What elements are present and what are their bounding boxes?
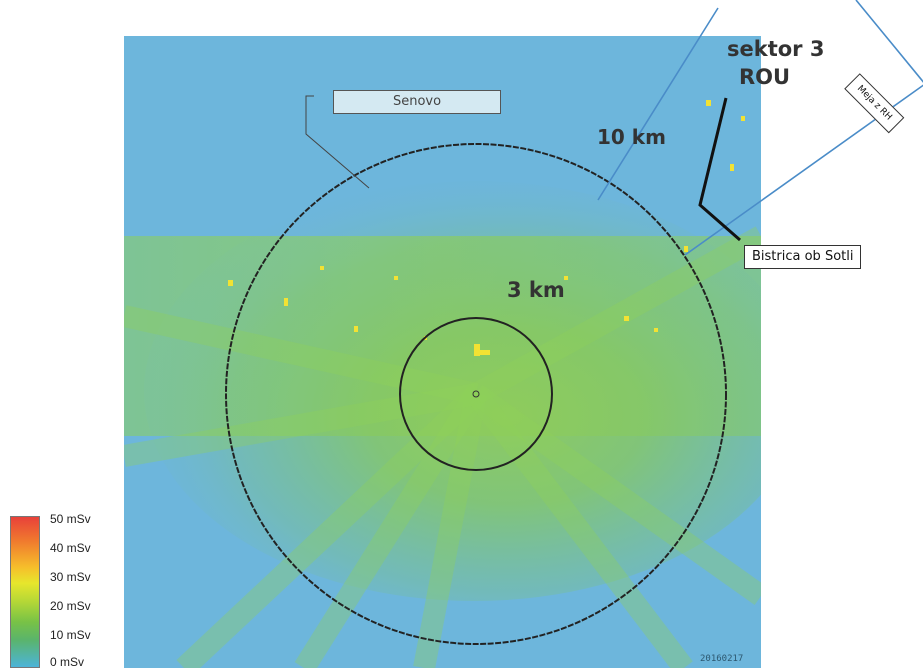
dose-map xyxy=(124,36,761,668)
sector-title: sektor 3 ROU xyxy=(727,35,824,91)
plant-marker xyxy=(472,390,480,398)
senovo-label: Senovo xyxy=(333,90,501,114)
legend-tick: 20 mSv xyxy=(50,599,91,613)
sector-boundary-north xyxy=(597,7,719,201)
dose-map-graphic xyxy=(124,36,761,668)
dose-legend: 50 mSv 40 mSv 30 mSv 20 mSv 10 mSv 0 mSv xyxy=(10,512,120,669)
sector-code: ROU xyxy=(739,65,791,89)
dose-plume xyxy=(144,181,761,601)
bistrica-label: Bistrica ob Sotli xyxy=(744,245,862,269)
date-stamp: 20160217 xyxy=(700,654,744,664)
legend-tick: 50 mSv xyxy=(50,512,91,526)
legend-tick: 40 mSv xyxy=(50,541,91,555)
dose-streaks xyxy=(124,226,761,668)
sector-name: sektor 3 xyxy=(727,37,825,61)
ring-10km xyxy=(225,143,727,645)
legend-color-bar xyxy=(10,516,40,668)
legend-tick: 10 mSv xyxy=(50,628,91,642)
ring-3km-label: 3 km xyxy=(507,278,565,302)
border-line xyxy=(698,97,741,242)
legend-tick: 0 mSv xyxy=(50,655,85,669)
sector-boundary-east-a xyxy=(855,0,923,83)
ring-3km xyxy=(399,317,553,471)
legend-tick: 30 mSv xyxy=(50,570,91,584)
ring-10km-label: 10 km xyxy=(597,125,666,149)
senovo-pointer xyxy=(305,95,370,189)
hotspots xyxy=(228,100,745,356)
